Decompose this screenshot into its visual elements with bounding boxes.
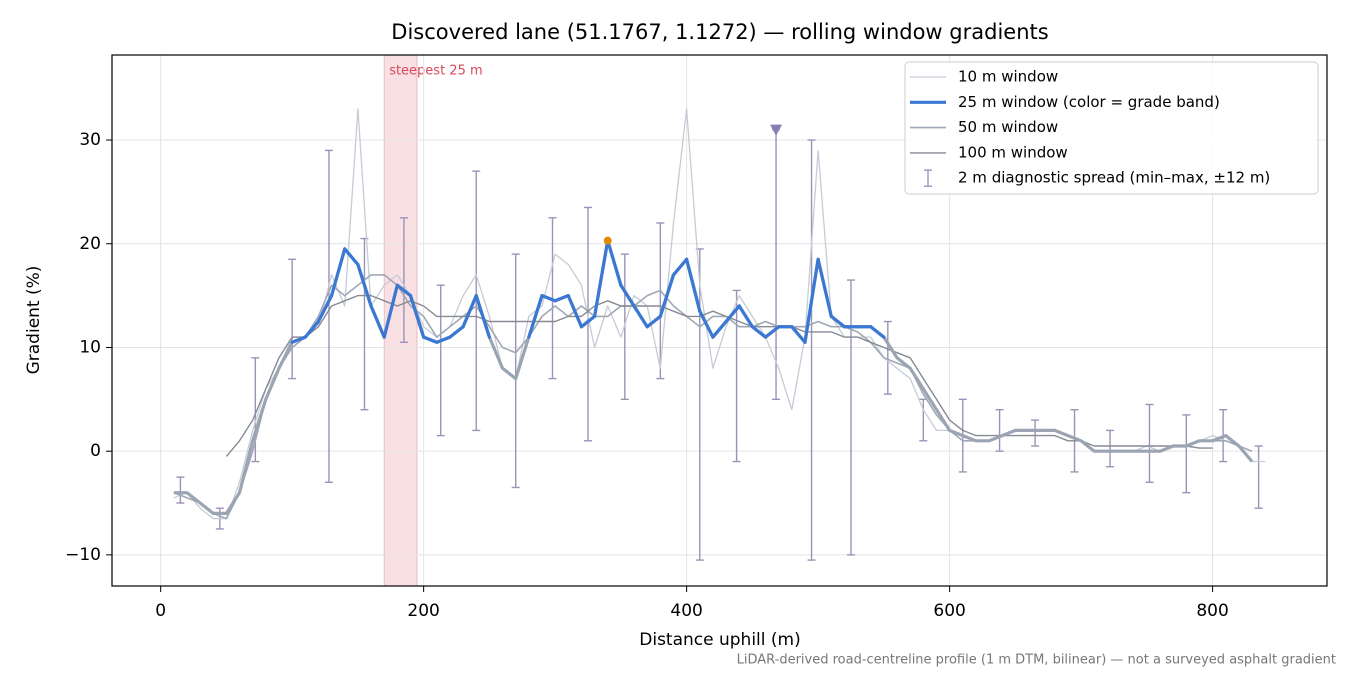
band-segment [316,294,334,324]
band-segment [763,325,781,339]
band-segment [671,257,689,277]
x-tick-label: 400 [670,601,702,621]
band-segment [408,294,426,339]
band-segment [790,325,807,344]
series-line [225,294,1213,457]
band-segment [803,257,820,344]
band-segment [592,239,610,318]
band-segment [658,273,676,318]
legend-box [904,61,1319,195]
max-spread-marker [770,124,783,136]
x-axis-label: Distance uphill (m) [639,630,800,650]
peak-marker [603,236,612,245]
band-segment [290,335,307,344]
band-segment [619,283,636,308]
chart-title: Discovered lane (51.1767, 1.1272) — roll… [391,20,1048,44]
band-segment [461,294,478,329]
band-segment [356,262,373,308]
band-segment [685,257,702,313]
band-segment [632,304,649,329]
band-segment [711,319,728,339]
band-segment [737,304,754,329]
band-segment [448,325,465,339]
band-segment [869,325,886,339]
y-tick-label: 10 [79,337,101,357]
band-segment [395,283,413,298]
band-segment [606,239,623,287]
legend-label: 25 m window (color = grade band) [958,93,1220,111]
band-segment [435,335,452,344]
y-axis-label: Gradient (%) [24,266,44,375]
band-segment [579,314,597,329]
legend-label: 100 m window [958,143,1068,161]
band-segment [540,294,557,303]
band-segment [303,319,321,339]
legend-label: 50 m window [958,118,1058,136]
band-segment [553,294,570,303]
x-tick-label: 0 [155,601,166,621]
legend-label: 2 m diagnostic spread (min–max, ±12 m) [958,169,1270,187]
x-tick-label: 800 [1196,601,1228,621]
band-segment [422,335,439,344]
band-segment [474,294,491,339]
span-label: steepest 25 m [389,64,482,79]
band-segment [645,314,662,329]
y-tick-label: −10 [65,545,101,565]
band-segment [527,294,544,339]
band-segment [724,304,741,324]
band-segment [343,247,360,267]
band-segment [329,247,347,298]
band-segment [829,314,847,329]
band-segment [566,294,584,329]
band-segment [750,325,768,339]
y-tick-label: 0 [90,441,101,461]
band-segment [382,283,399,339]
band-segment [816,257,833,318]
plot-frame [111,54,1328,587]
y-tick-label: 30 [79,130,101,150]
band-segment [698,309,715,339]
legend-label: 10 m window [958,68,1058,86]
y-tick-label: 20 [79,234,101,254]
x-tick-label: 600 [933,601,965,621]
footnote: LiDAR-derived road-centreline profile (1… [737,653,1336,668]
x-tick-label: 200 [407,601,439,621]
band-segment [369,304,386,339]
